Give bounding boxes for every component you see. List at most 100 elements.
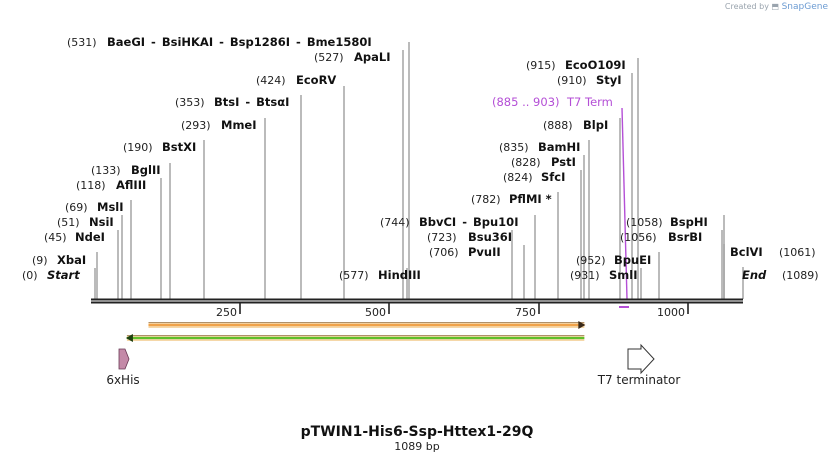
scale-tick-label: 500 xyxy=(365,306,386,319)
site-name-alias: BsrBI xyxy=(668,230,702,244)
site-position: (0) xyxy=(22,269,38,282)
site-name-alias: NdeI xyxy=(75,230,105,244)
site-position: (915) xyxy=(526,59,556,72)
site-position: (931) xyxy=(570,269,600,282)
site-name-alias: Bsp1286I xyxy=(230,35,290,49)
site-name-alias: XbaI xyxy=(57,253,86,267)
site-position: (1089) xyxy=(782,269,819,282)
site-name: BglII xyxy=(131,163,161,177)
name-separator: - xyxy=(151,35,156,49)
site-name: PflMI * xyxy=(509,192,552,206)
site-position: (723) xyxy=(427,231,457,244)
site-name-alias: BlpI xyxy=(583,118,608,132)
site-name: XbaI xyxy=(57,253,86,267)
snapgene-logo-icon: ⬒ xyxy=(771,2,780,11)
site-name: SfcI xyxy=(541,170,565,184)
site-name: End xyxy=(742,268,767,282)
site-name-alias: BstXI xyxy=(162,140,196,154)
site-labels: (0) Start(9) XbaI (45) NdeI(51) NsiI(69) MslI (… xyxy=(22,35,819,282)
site-position: (828) xyxy=(511,156,541,169)
feature-label-6xhis: 6xHis xyxy=(106,373,139,387)
site-position: (910) xyxy=(557,74,587,87)
map-length: 1089 bp xyxy=(394,440,439,453)
site-name-alias: SfcI xyxy=(541,170,565,184)
site-name: NdeI xyxy=(75,230,105,244)
site-position: (531) xyxy=(67,36,97,49)
site-name-alias: PflMI * xyxy=(509,192,552,206)
credit-prefix: Created by xyxy=(724,2,769,11)
site-position: (835) xyxy=(499,141,529,154)
site-position: (353) xyxy=(175,96,205,109)
site-position: (424) xyxy=(256,74,286,87)
site-name: BsrBI xyxy=(668,230,702,244)
site-name: BspHI xyxy=(670,215,708,229)
site-name: HindIII xyxy=(378,268,421,282)
name-separator: - xyxy=(245,95,250,109)
site-position: (45) xyxy=(44,231,67,244)
feature-label-t7-terminator: T7 terminator xyxy=(597,373,681,387)
site-position: (577) xyxy=(339,269,369,282)
map-title: pTWIN1-His6-Ssp-Httex1-29Q xyxy=(301,424,534,440)
site-name-alias: SmlI xyxy=(609,268,638,282)
site-name: MslI xyxy=(97,200,124,214)
site-name: BtsI - BtsαI xyxy=(214,95,289,109)
site-name-alias: BsiHKAI xyxy=(162,35,213,49)
site-position: (888) xyxy=(543,119,573,132)
green-feature-bar xyxy=(125,334,585,342)
site-name-alias: Bpu10I xyxy=(473,215,518,229)
site-name-alias: EcoO109I xyxy=(565,58,626,72)
site-name-alias: BaeGI xyxy=(107,35,145,49)
site-name-alias: MslI xyxy=(97,200,124,214)
site-position: (782) xyxy=(471,193,501,206)
snapgene-credit: Created by ⬒ SnapGene xyxy=(725,2,828,12)
site-name-alias: BtsI xyxy=(214,95,239,109)
site-position: (118) xyxy=(76,179,106,192)
site-position: (706) xyxy=(429,246,459,259)
site-name-alias: BbvCI xyxy=(419,215,456,229)
site-position: (293) xyxy=(181,119,211,132)
sequence-backbone xyxy=(91,298,743,304)
feature-leader-line xyxy=(621,107,628,300)
site-name: StyI xyxy=(596,73,622,87)
site-name: ApaLI xyxy=(354,50,391,64)
site-position: (9) xyxy=(32,254,48,267)
scale-tick-label: 750 xyxy=(515,306,536,319)
site-position: (51) xyxy=(57,216,80,229)
site-name-alias: BglII xyxy=(131,163,161,177)
feature-track: 6xHis T7 terminator xyxy=(106,321,680,387)
site-name: BamHI xyxy=(538,140,580,154)
site-position: (133) xyxy=(91,164,121,177)
site-name-alias: ApaLI xyxy=(354,50,391,64)
site-position: (1056) xyxy=(620,231,657,244)
site-position: (885 .. 903) xyxy=(492,95,560,109)
site-name: EcoO109I xyxy=(565,58,626,72)
name-separator: - xyxy=(462,215,467,229)
site-name-alias: BpuEI xyxy=(614,253,651,267)
site-name-alias: PvuII xyxy=(468,245,501,259)
site-name: Bsu36I xyxy=(468,230,512,244)
site-name: BaeGI - BsiHKAI - Bsp1286I - Bme1580I xyxy=(107,35,372,49)
site-name: EcoRV xyxy=(296,73,336,87)
site-name-alias: Bme1580I xyxy=(307,35,372,49)
site-name: PvuII xyxy=(468,245,501,259)
site-name-alias: BamHI xyxy=(538,140,580,154)
site-position: (190) xyxy=(123,141,153,154)
site-name: BclVI xyxy=(730,245,763,259)
his-tag-arrow-icon xyxy=(118,348,130,370)
site-name: PstI xyxy=(551,155,576,169)
site-name-alias: Start xyxy=(47,268,80,282)
scale-tick-label: 250 xyxy=(216,306,237,319)
site-name-alias: EcoRV xyxy=(296,73,336,87)
site-name-alias: BspHI xyxy=(670,215,708,229)
site-position: (527) xyxy=(314,51,344,64)
site-name-alias: Bsu36I xyxy=(468,230,512,244)
site-name: BpuEI xyxy=(614,253,651,267)
site-position: (69) xyxy=(65,201,88,214)
site-position: (824) xyxy=(503,171,533,184)
credit-brand: SnapGene xyxy=(781,2,828,12)
site-name: BbvCI - Bpu10I xyxy=(419,215,518,229)
site-name: T7 Term xyxy=(566,95,613,109)
site-position: (744) xyxy=(380,216,410,229)
site-position: (952) xyxy=(576,254,606,267)
name-separator: - xyxy=(219,35,224,49)
